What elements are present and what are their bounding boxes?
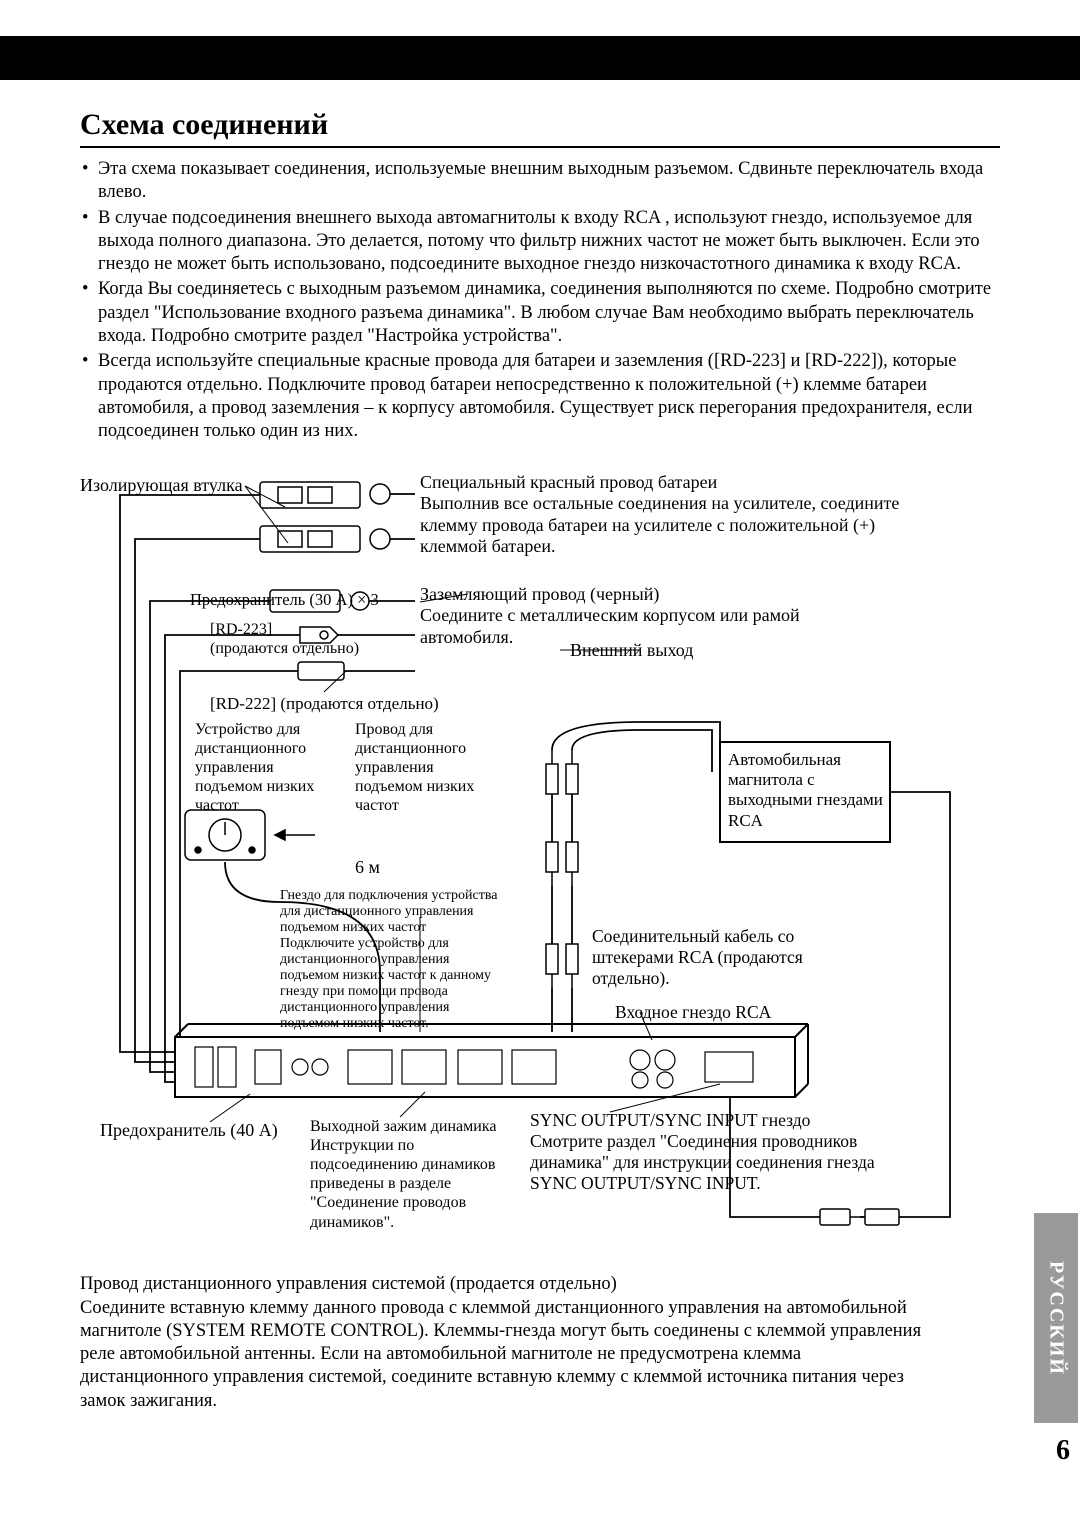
bullet-list: Эта схема показывает соединения, использ… (80, 158, 1000, 444)
language-tab: РУССКИЙ (1034, 1213, 1078, 1423)
bottom-paragraph: Провод дистанционного управления системо… (80, 1273, 930, 1413)
page-title: Схема соединений (80, 108, 1000, 148)
bullet-item: Всегда используйте специальные красные п… (80, 350, 1000, 443)
rd223-label: [RD-223] (продаются отдельно) (210, 620, 359, 658)
grommet-label: Изолирующая втулка (80, 475, 243, 497)
bullet-item: Когда Вы соединяетесь с выходным разъемо… (80, 278, 1000, 348)
six-m-label: 6 м (355, 857, 380, 877)
sync-note-label: SYNC OUTPUT/SYNC INPUT гнездо Смотрите р… (530, 1110, 890, 1194)
fuse40-label: Предохранитель (40 А) (100, 1120, 278, 1142)
car-stereo-label: Автомобильная магнитола с выходными гнез… (728, 750, 883, 832)
bullet-item: Эта схема показывает соединения, использ… (80, 158, 1000, 205)
wiring-diagram: 6 м Изолирующая втулка Специальный красн… (80, 472, 1000, 1252)
fuse30-label: Предохранитель (30 А) × 3 (190, 590, 379, 610)
remote-unit-label: Устройство для дистанционного управления… (195, 720, 345, 816)
page-content: Схема соединений Эта схема показывает со… (80, 108, 1000, 1252)
speaker-out-label: Выходной зажим динамика Инструкции по по… (310, 1117, 520, 1232)
external-out-label: Внешний выход (570, 640, 693, 662)
header-bar (0, 36, 1080, 80)
rd222-label: [RD-222] (продаются отдельно) (210, 694, 439, 714)
language-tab-text: РУССКИЙ (1045, 1261, 1068, 1376)
page-number: 6 (1056, 1435, 1070, 1467)
bullet-item: В случае подсоединения внешнего выхода а… (80, 207, 1000, 277)
jack-note-label: Гнездо для подключения устройства для ди… (280, 888, 500, 1033)
battery-wire-label: Специальный красный провод батареи Выпол… (420, 472, 900, 558)
rca-input-label: Входное гнездо RCA (615, 1002, 771, 1023)
rca-cable-label: Соединительный кабель со штекерами RCA (… (592, 926, 822, 989)
remote-wire-label: Провод для дистанционного управления под… (355, 720, 505, 816)
